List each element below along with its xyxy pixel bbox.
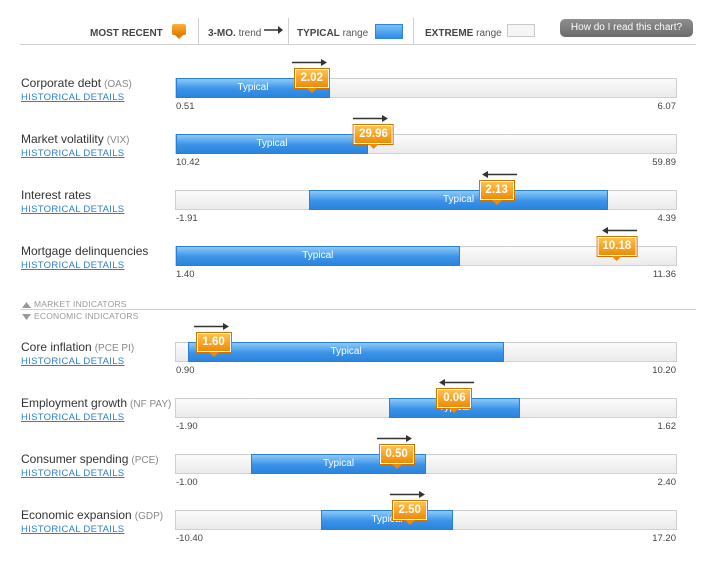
extreme-swatch: [507, 24, 535, 37]
indicator-row: Corporate debt (OAS) HISTORICAL DETAILS Typ…: [0, 59, 711, 132]
typical-range-bar: Typical: [176, 246, 460, 266]
extreme-range-bar: Typical 1.60: [175, 323, 677, 362]
trend-arrow-icon: [353, 115, 389, 122]
indicator-row: Market volatility (VIX) HISTORICAL DETAILS…: [0, 115, 711, 188]
historical-details-link[interactable]: HISTORICAL DETAILS: [21, 92, 125, 103]
indicator-code: (OAS): [104, 79, 132, 90]
market-indicators-toggle[interactable]: MARKET INDICATORS: [22, 299, 127, 309]
range-max-label: 1.62: [657, 421, 677, 432]
historical-details-link[interactable]: HISTORICAL DETAILS: [21, 356, 125, 367]
legend-extreme: EXTREME range: [425, 28, 502, 39]
extreme-range-bar: Typical 0.50: [175, 435, 677, 474]
indicator-title: Core inflation (PCE PI): [21, 340, 135, 354]
most-recent-marker: 2.02: [294, 69, 329, 93]
indicator-code: (PCE): [131, 455, 159, 466]
typical-swatch: [375, 24, 403, 39]
range-max-label: 4.39: [657, 213, 677, 224]
trend-arrow-icon: [193, 323, 229, 330]
range-min-label: -10.40: [176, 533, 203, 544]
trend-arrow-icon: [264, 26, 283, 34]
trend-arrow-icon: [439, 379, 475, 386]
trend-arrow-icon: [376, 435, 412, 442]
legend-divider: [413, 18, 414, 44]
most-recent-marker: 29.96: [354, 125, 393, 149]
extreme-range-bar: Typical 2.50: [175, 491, 677, 530]
historical-details-link[interactable]: HISTORICAL DETAILS: [21, 148, 125, 159]
historical-details-link[interactable]: HISTORICAL DETAILS: [21, 204, 125, 215]
most-recent-marker: 0.50: [379, 445, 414, 469]
most-recent-marker: 0.06: [437, 389, 472, 413]
historical-details-link[interactable]: HISTORICAL DETAILS: [21, 412, 125, 423]
help-button[interactable]: How do I read this chart?: [560, 19, 693, 37]
trend-arrow-icon: [481, 171, 517, 178]
most-recent-marker: 2.50: [392, 501, 427, 525]
triangle-up-icon: [22, 301, 31, 308]
indicator-title: Market volatility (VIX): [21, 132, 130, 146]
indicator-row: Consumer spending (PCE) HISTORICAL DETAILS…: [0, 435, 711, 508]
range-min-label: 0.90: [176, 365, 195, 376]
indicator-code: (PCE PI): [94, 343, 135, 354]
extreme-range-bar: Typical 2.13: [175, 171, 677, 210]
indicator-title: Corporate debt (OAS): [21, 76, 132, 90]
most-recent-marker: 2.13: [479, 181, 514, 205]
indicator-code: (GDP): [134, 511, 164, 522]
chart-legend: MOST RECENT 3-MO. trend TYPICAL range EX…: [20, 14, 696, 45]
trend-arrow-icon: [601, 227, 637, 234]
range-max-label: 2.40: [657, 477, 677, 488]
indicator-title: Mortgage delinquencies: [21, 244, 149, 258]
typical-range-bar: Typical: [176, 78, 330, 98]
indicator-row: Employment growth (NF PAY) HISTORICAL DETA…: [0, 379, 711, 452]
legend-divider: [288, 18, 289, 44]
range-max-label: 59.89: [652, 157, 676, 168]
range-min-label: 10.42: [176, 157, 200, 168]
indicator-title: Economic expansion (GDP): [21, 508, 164, 522]
indicator-row: Interest rates HISTORICAL DETAILS Typical 2…: [0, 171, 711, 244]
range-min-label: 1.40: [176, 269, 195, 280]
range-max-label: 10.20: [652, 365, 676, 376]
legend-trend: 3-MO. trend: [208, 28, 262, 39]
indicator-code: (NF PAY): [130, 399, 172, 410]
range-max-label: 11.36: [652, 269, 676, 280]
most-recent-marker: 10.18: [597, 237, 637, 261]
indicator-title: Consumer spending (PCE): [21, 452, 159, 466]
indicator-row: Mortgage delinquencies HISTORICAL DETAILS…: [0, 227, 711, 300]
legend-typical: TYPICAL range: [297, 28, 369, 39]
legend-divider: [198, 18, 199, 44]
legend-most-recent: MOST RECENT: [90, 28, 163, 39]
historical-details-link[interactable]: HISTORICAL DETAILS: [21, 524, 125, 535]
trend-arrow-icon: [389, 491, 425, 498]
historical-details-link[interactable]: HISTORICAL DETAILS: [21, 260, 125, 271]
range-max-label: 17.20: [652, 533, 676, 544]
indicator-row: Economic expansion (GDP) HISTORICAL DETAIL…: [0, 491, 711, 564]
range-min-label: 0.51: [176, 101, 195, 112]
most-recent-marker: 1.60: [196, 333, 231, 357]
section-divider: [20, 309, 696, 310]
range-min-label: -1.91: [176, 213, 198, 224]
range-min-label: -1.90: [176, 421, 198, 432]
indicator-title: Interest rates: [21, 188, 92, 202]
typical-range-bar: Typical: [309, 190, 608, 210]
typical-range-bar: Typical: [188, 342, 504, 362]
indicator-code: (VIX): [106, 135, 130, 146]
economic-indicators-toggle[interactable]: ECONOMIC INDICATORS: [22, 311, 139, 321]
range-max-label: 6.07: [657, 101, 677, 112]
extreme-range-bar: Typical 2.02: [175, 59, 677, 98]
indicator-row: Core inflation (PCE PI) HISTORICAL DETAILS…: [0, 323, 711, 396]
extreme-range-bar: Typical 29.96: [175, 115, 677, 154]
range-min-label: -1.00: [176, 477, 198, 488]
indicator-title: Employment growth (NF PAY): [21, 396, 172, 410]
triangle-down-icon: [22, 313, 31, 320]
trend-arrow-icon: [291, 59, 327, 66]
extreme-range-bar: Typical 10.18: [175, 227, 677, 266]
typical-range-bar: Typical: [320, 510, 454, 530]
most-recent-swatch: [172, 24, 186, 39]
historical-details-link[interactable]: HISTORICAL DETAILS: [21, 468, 125, 479]
typical-range-bar: Typical: [176, 134, 368, 154]
